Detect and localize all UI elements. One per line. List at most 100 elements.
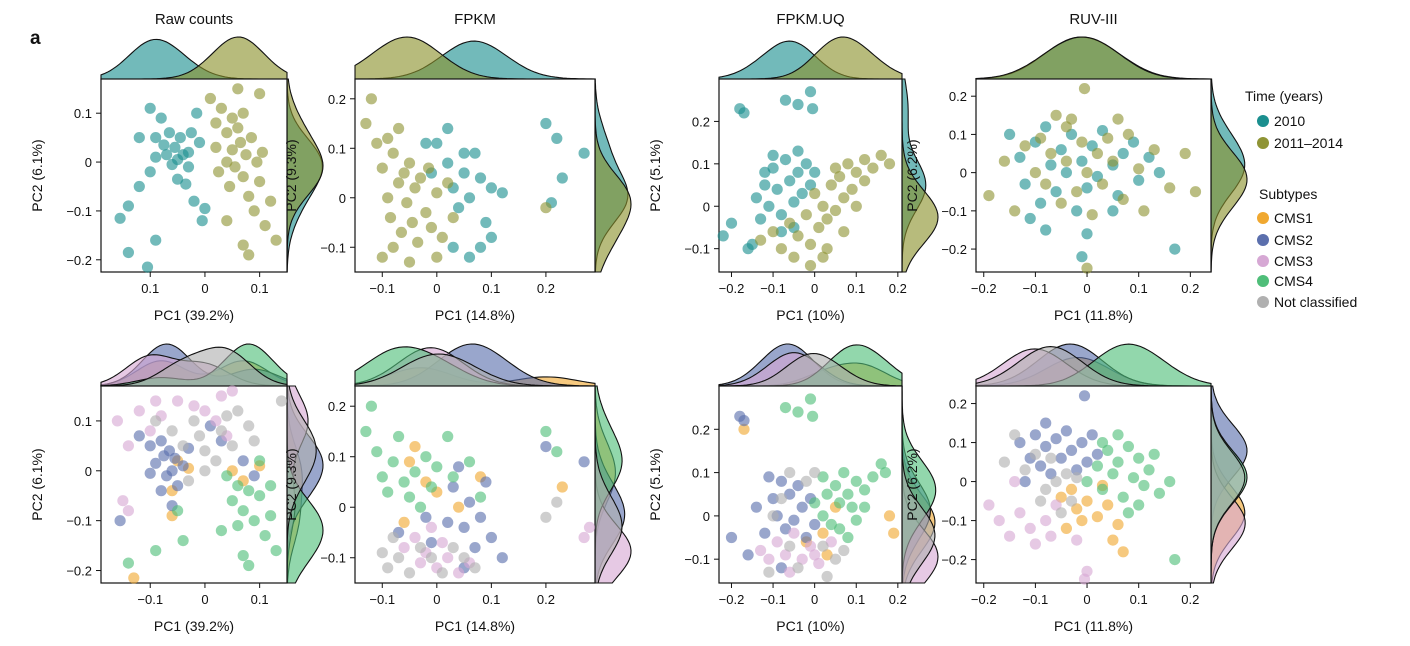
x-tick-label: 0	[433, 592, 440, 607]
scatter-point	[1029, 448, 1041, 460]
scatter-point	[469, 542, 481, 554]
scatter-point	[834, 523, 846, 535]
scatter-point	[1169, 554, 1181, 566]
scatter-point	[447, 241, 459, 253]
scatter-point	[436, 231, 448, 243]
scatter-point	[767, 493, 779, 505]
scatter-point	[983, 499, 995, 511]
panel-title: RUV-III	[1069, 11, 1117, 28]
scatter-point	[409, 441, 421, 453]
scatter-point	[875, 458, 887, 470]
scatter-point	[1096, 437, 1109, 449]
scatter-point	[1076, 515, 1088, 527]
scatter-point	[888, 527, 900, 539]
scatter-point	[1071, 205, 1083, 217]
scatter-point	[983, 190, 995, 202]
scatter-point	[182, 161, 195, 173]
scatter-point	[474, 511, 487, 523]
scatter-point	[788, 251, 800, 263]
scatter-point	[243, 249, 255, 261]
scatter-point	[809, 187, 821, 200]
scatter-point	[771, 536, 783, 548]
scatter-point	[254, 490, 266, 502]
pca-panel: RUV-III −0.2 −0.1 0 0.1 0.2 −0.2 −0.1 0 0.1 0.2 PC1…	[904, 11, 1248, 323]
x-tick-label: −0.1	[760, 281, 786, 296]
x-axis-label: PC1 (39.2%)	[154, 307, 234, 323]
x-tick-label: −0.1	[137, 592, 163, 607]
scatter-point	[248, 205, 260, 217]
scatter-point	[401, 197, 413, 209]
scatter-point	[993, 515, 1005, 527]
scatter-point	[431, 187, 443, 199]
scatter-point	[792, 230, 804, 242]
scatter-point	[188, 415, 200, 427]
x-tick-label: 0	[201, 281, 208, 296]
scatter-point	[122, 440, 134, 452]
scatter-point	[775, 562, 788, 574]
scatter-point	[166, 425, 178, 437]
scatter-point	[817, 527, 829, 539]
scatter-point	[788, 514, 800, 526]
scatter-point	[265, 510, 277, 522]
scatter-point	[382, 486, 394, 498]
scatter-point	[1138, 205, 1150, 217]
scatter-point	[442, 552, 454, 564]
y-tick-label: 0.1	[328, 141, 346, 156]
scatter-point	[1096, 483, 1109, 495]
scatter-point	[199, 405, 211, 417]
y-tick-label: 0	[703, 509, 710, 524]
scatter-point	[243, 420, 255, 432]
scatter-point	[442, 122, 454, 135]
scatter-point	[1076, 155, 1088, 167]
scatter-point	[221, 215, 233, 227]
scatter-point	[463, 192, 476, 204]
scatter-point	[1055, 452, 1067, 464]
scatter-point	[360, 117, 372, 130]
scatter-point	[1060, 522, 1072, 535]
scatter-point	[1040, 178, 1052, 190]
scatter-point	[1122, 440, 1134, 453]
scatter-point	[382, 192, 394, 204]
scatter-point	[821, 243, 833, 255]
scatter-point	[393, 122, 405, 135]
scatter-point	[1078, 573, 1091, 585]
scatter-point	[221, 156, 233, 168]
scatter-point	[169, 141, 181, 153]
scatter-point	[210, 117, 222, 129]
y-axis-label: PC2 (5.1%)	[647, 448, 663, 520]
scatter-point	[237, 505, 249, 517]
scatter-point	[158, 139, 170, 151]
scatter-point	[254, 176, 266, 188]
scatter-point	[1071, 534, 1083, 546]
scatter-point	[725, 531, 738, 544]
scatter-point	[800, 158, 812, 170]
x-tick-label: 0.2	[889, 281, 907, 296]
scatter-point	[775, 475, 788, 487]
scatter-point	[556, 481, 568, 493]
scatter-point	[1076, 136, 1088, 148]
scatter-point	[254, 88, 266, 100]
scatter-point	[1045, 452, 1057, 464]
scatter-point	[771, 183, 783, 195]
x-tick-label: 0.1	[482, 281, 500, 296]
y-tick-label: 0.2	[949, 397, 967, 412]
scatter-point	[215, 525, 227, 537]
scatter-point	[1065, 444, 1078, 456]
scatter-point	[398, 542, 410, 554]
scatter-point	[859, 154, 871, 166]
x-axis-label: PC1 (11.8%)	[1054, 618, 1133, 634]
scatter-point	[784, 488, 796, 500]
scatter-point	[409, 466, 421, 478]
scatter-point	[1060, 155, 1072, 167]
scatter-point	[463, 496, 476, 508]
scatter-point	[213, 166, 225, 178]
scatter-point	[485, 231, 497, 243]
scatter-point	[1065, 495, 1078, 507]
y-tick-label: −0.1	[320, 240, 346, 255]
scatter-point	[144, 440, 156, 452]
scatter-point	[382, 562, 394, 574]
scatter-point	[1014, 151, 1026, 163]
scatter-point	[393, 430, 405, 443]
scatter-point	[779, 549, 792, 561]
scatter-point	[447, 212, 459, 224]
